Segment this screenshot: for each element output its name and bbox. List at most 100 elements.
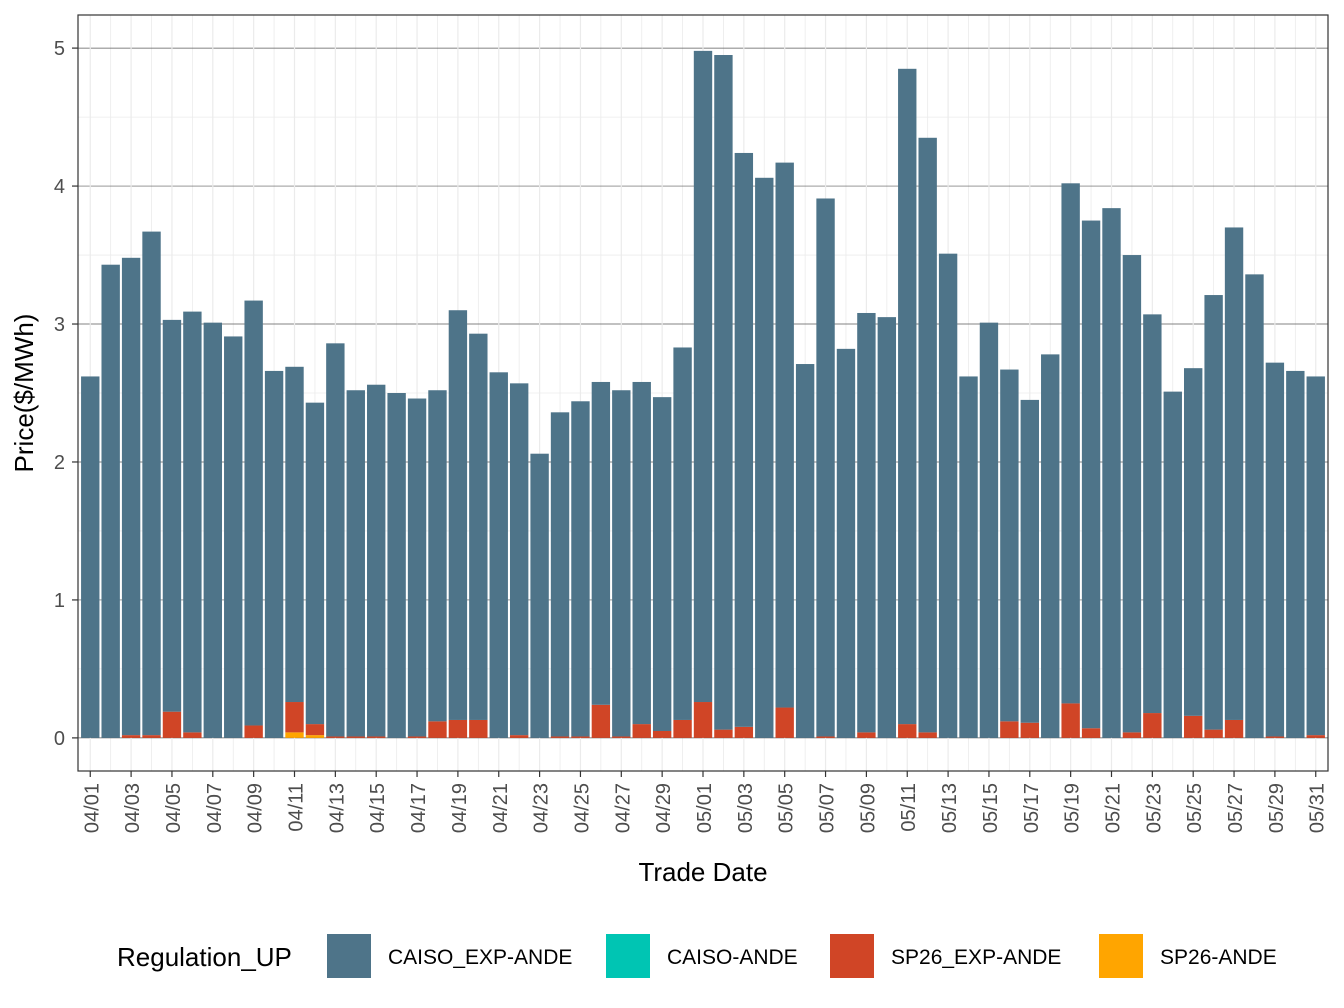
bar-sp26-exp-ande — [1061, 703, 1080, 738]
bar-caiso-exp-ande — [938, 253, 958, 738]
x-tick-label: 05/25 — [1184, 783, 1206, 833]
bar-sp26-exp-ande — [1122, 732, 1142, 738]
bar-sp26-exp-ande — [612, 736, 631, 738]
bar-sp26-exp-ande — [367, 736, 386, 738]
bar-sp26-exp-ande — [1204, 729, 1223, 738]
bar-caiso-exp-ande — [1265, 362, 1285, 737]
bar-caiso-exp-ande — [489, 372, 508, 738]
bar-caiso-exp-ande — [877, 317, 897, 738]
bar-caiso-exp-ande — [1143, 314, 1162, 714]
x-tick-label: 05/17 — [1021, 783, 1043, 833]
bar-caiso-exp-ande — [1204, 295, 1223, 730]
x-tick-label: 04/19 — [449, 783, 471, 833]
x-tick-label: 05/21 — [1102, 783, 1124, 833]
bar-sp26-exp-ande — [469, 719, 488, 738]
bar-caiso-exp-ande — [407, 398, 427, 737]
bar-sp26-exp-ande — [244, 725, 263, 738]
bar-sp26-ande — [305, 735, 325, 738]
bar-sp26-exp-ande — [346, 736, 365, 738]
x-tick-label: 04/21 — [490, 783, 512, 833]
bar-caiso-exp-ande — [1163, 391, 1182, 738]
x-axis-title: Trade Date — [638, 857, 767, 887]
bar-sp26-exp-ande — [632, 724, 651, 738]
x-tick-label: 04/13 — [326, 783, 348, 833]
bar-sp26-exp-ande — [1081, 728, 1101, 738]
bar-caiso-exp-ande — [224, 336, 243, 738]
bar-sp26-exp-ande — [714, 729, 733, 738]
bar-sp26-exp-ande — [898, 724, 917, 738]
bar-caiso-exp-ande — [305, 402, 325, 725]
legend-title: Regulation_UP — [117, 942, 292, 972]
bar-sp26-exp-ande — [857, 732, 876, 738]
bar-caiso-exp-ande — [264, 370, 284, 738]
bar-caiso-exp-ande — [591, 381, 611, 705]
bar-caiso-exp-ande — [1122, 255, 1142, 733]
bar-caiso-exp-ande — [203, 322, 222, 738]
bar-caiso-exp-ande — [918, 137, 937, 733]
bar-caiso-exp-ande — [979, 322, 999, 738]
legend-label: SP26_EXP-ANDE — [891, 946, 1061, 969]
bar-sp26-exp-ande — [1184, 715, 1203, 738]
bar-sp26-exp-ande — [591, 704, 611, 738]
x-tick-label: 04/09 — [245, 783, 267, 833]
bar-caiso-exp-ande — [1245, 274, 1264, 738]
bar-caiso-exp-ande — [1061, 183, 1080, 704]
bar-sp26-exp-ande — [693, 702, 713, 738]
bar-sp26-exp-ande — [448, 719, 468, 738]
bar-caiso-exp-ande — [326, 343, 345, 737]
bar-caiso-exp-ande — [367, 384, 386, 737]
bar-sp26-exp-ande — [1224, 719, 1244, 738]
bar-sp26-exp-ande — [1000, 721, 1019, 738]
bar-sp26-ande — [285, 732, 304, 738]
bar-caiso-exp-ande — [101, 264, 120, 738]
x-tick-label: 05/01 — [694, 783, 716, 833]
bar-sp26-exp-ande — [673, 719, 692, 738]
legend-label: SP26-ANDE — [1160, 946, 1277, 969]
bar-caiso-exp-ande — [142, 231, 161, 736]
x-tick-label: 05/11 — [898, 783, 920, 832]
bar-caiso-exp-ande — [775, 162, 794, 708]
x-axis: 04/01 04/03 04/05 04/07 04/09 04/11 04/13 04/15… — [81, 771, 1329, 833]
legend-key-caiso-ande — [606, 934, 650, 978]
bar-caiso-exp-ande — [1184, 368, 1203, 716]
bar-sp26-exp-ande — [162, 711, 182, 738]
bar-sp26-exp-ande — [428, 721, 447, 738]
bar-sp26-exp-ande — [509, 735, 529, 738]
x-tick-label: 04/15 — [367, 783, 389, 833]
bar-caiso-exp-ande — [652, 397, 672, 731]
bar-sp26-exp-ande — [142, 735, 161, 738]
bar-sp26-exp-ande — [285, 702, 304, 733]
bar-sp26-exp-ande — [326, 736, 345, 738]
bar-sp26-exp-ande — [1265, 736, 1285, 738]
bar-caiso-exp-ande — [816, 198, 835, 737]
bar-caiso-exp-ande — [1102, 208, 1121, 738]
bar-sp26-exp-ande — [407, 736, 427, 738]
x-tick-label: 05/03 — [735, 783, 757, 833]
x-tick-label: 04/01 — [81, 783, 103, 833]
bar-caiso-exp-ande — [571, 401, 590, 737]
bar-caiso-exp-ande — [1081, 220, 1101, 729]
bar-caiso-exp-ande — [898, 68, 917, 725]
x-tick-label: 04/11 — [286, 783, 308, 832]
y-tick-label: 1 — [54, 590, 65, 612]
y-tick-label: 3 — [54, 314, 65, 336]
y-axis: 0 1 2 3 4 5 — [54, 38, 78, 750]
bar-sp26-exp-ande — [816, 736, 835, 738]
legend-key-sp26-ande — [1099, 934, 1143, 978]
bar-caiso-exp-ande — [469, 333, 488, 720]
bar-caiso-exp-ande — [1224, 227, 1244, 720]
bar-caiso-exp-ande — [1306, 376, 1325, 736]
bar-caiso-exp-ande — [836, 348, 856, 738]
bar-caiso-exp-ande — [632, 381, 651, 725]
y-tick-label: 4 — [54, 176, 65, 198]
bar-caiso-exp-ande — [183, 311, 202, 733]
x-tick-label: 04/25 — [571, 783, 593, 833]
x-tick-label: 05/07 — [817, 783, 839, 833]
x-tick-label: 04/17 — [408, 783, 430, 833]
bar-sp26-exp-ande — [1020, 722, 1039, 738]
bar-sp26-exp-ande — [652, 730, 672, 738]
bar-caiso-exp-ande — [857, 312, 876, 733]
bar-caiso-exp-ande — [530, 453, 549, 738]
y-tick-label: 0 — [54, 728, 65, 750]
